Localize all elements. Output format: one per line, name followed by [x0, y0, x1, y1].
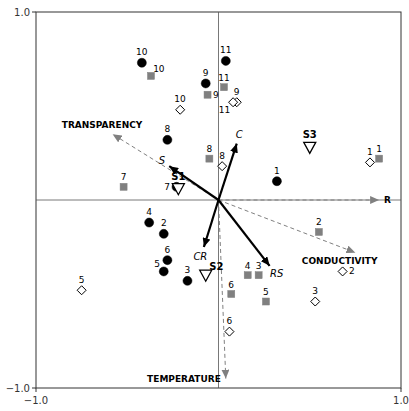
sample-label: 4 — [245, 261, 251, 271]
sample-label: 6 — [164, 245, 170, 255]
sample-label: 7 — [164, 182, 170, 192]
strategy-vector — [169, 166, 218, 200]
circle-marker — [221, 56, 230, 65]
circle-marker — [159, 229, 168, 238]
sample-label: 1 — [274, 166, 280, 176]
vector-label: S — [159, 155, 166, 166]
sample-label: 7 — [121, 172, 127, 182]
station-label: S3 — [303, 129, 317, 140]
sample-label: 4 — [146, 207, 152, 217]
sample-label: 1 — [367, 147, 373, 157]
circle-marker — [163, 135, 172, 144]
circle-marker — [183, 276, 192, 285]
sample-label: 8 — [206, 144, 212, 154]
vector-label: CR — [193, 251, 207, 262]
diamond-marker — [365, 158, 374, 167]
square-marker — [255, 272, 262, 279]
sample-label: 10 — [153, 64, 165, 74]
sample-label: 10 — [174, 94, 186, 104]
stations — [172, 142, 315, 281]
sample-label: 2 — [349, 266, 355, 276]
station-marker — [304, 142, 316, 153]
square-marker — [120, 183, 127, 190]
diamond-marker — [176, 105, 185, 114]
diamond-marker — [77, 286, 86, 295]
chart: −1.0 1.0 −1.0 1.0 R TRANSPARENCY TEMPERATURE CO… — [0, 0, 409, 411]
square-marker — [228, 291, 235, 298]
x-tick — [36, 388, 37, 392]
square-marker — [206, 155, 213, 162]
y-tick-label: −1.0 — [6, 383, 30, 394]
sample-label: 6 — [228, 280, 234, 290]
station-label: S1 — [171, 171, 185, 182]
environment-vector — [113, 134, 219, 200]
square-marker — [376, 155, 383, 162]
environment-vector — [219, 200, 226, 379]
circle-marker — [159, 267, 168, 276]
square-marker — [315, 228, 322, 235]
sample-label: 3 — [312, 286, 318, 296]
y-tick-label: 1.0 — [14, 7, 30, 18]
sample-label: 6 — [226, 316, 232, 326]
sample-label: 10 — [136, 47, 148, 57]
sample-label: 11 — [220, 45, 231, 55]
square-marker — [204, 91, 211, 98]
plot-frame — [36, 12, 401, 388]
strategy-vector — [204, 200, 219, 247]
circle-marker — [137, 58, 146, 67]
x-tick-label: −1.0 — [24, 395, 48, 406]
strategy-vector — [219, 144, 237, 200]
sample-label: 2 — [161, 218, 167, 228]
sample-label: 11 — [219, 105, 230, 115]
strategy-vector — [219, 200, 270, 266]
plot-area — [77, 56, 382, 378]
vector-label: CONDUCTIVITY — [302, 256, 378, 266]
vectors — [113, 134, 379, 378]
circle-marker — [145, 218, 154, 227]
diamond-marker — [338, 267, 347, 276]
samples — [77, 56, 382, 336]
environment-vector — [219, 200, 380, 201]
vector-label: TRANSPARENCY — [62, 120, 143, 130]
vector-label: TEMPERATURE — [147, 374, 221, 384]
sample-label: 5 — [154, 259, 160, 269]
circle-marker — [201, 79, 210, 88]
vector-label: R — [384, 195, 391, 205]
sample-label: 3 — [185, 265, 191, 275]
y-tick — [32, 12, 36, 13]
sample-label: 9 — [203, 68, 209, 78]
sample-label: 9 — [213, 90, 219, 100]
vector-label: C — [236, 129, 243, 140]
station-marker — [172, 184, 184, 195]
diamond-marker — [225, 327, 234, 336]
sample-label: 9 — [234, 87, 240, 97]
sample-label: 1 — [376, 144, 382, 154]
square-marker — [244, 272, 251, 279]
x-tick — [401, 388, 402, 392]
sample-label: 8 — [219, 151, 225, 161]
diamond-marker — [311, 297, 320, 306]
station-label: S2 — [209, 261, 223, 272]
sample-label: 2 — [316, 217, 322, 227]
sample-label: 3 — [256, 261, 262, 271]
sample-label: 5 — [79, 275, 85, 285]
sample-label: 11 — [218, 73, 229, 83]
diamond-marker — [218, 162, 227, 171]
sample-label: 5 — [263, 287, 269, 297]
square-marker — [262, 298, 269, 305]
labels: R TRANSPARENCY TEMPERATURE CONDUCTIVITY C S CR… — [62, 45, 391, 384]
axes: −1.0 1.0 −1.0 1.0 — [6, 7, 409, 407]
sample-label: 8 — [164, 124, 170, 134]
vector-label: RS — [270, 268, 284, 279]
circle-marker — [163, 256, 172, 265]
x-tick-label: 1.0 — [393, 395, 409, 406]
y-tick — [32, 388, 36, 389]
square-marker — [220, 84, 227, 91]
circle-marker — [272, 177, 281, 186]
